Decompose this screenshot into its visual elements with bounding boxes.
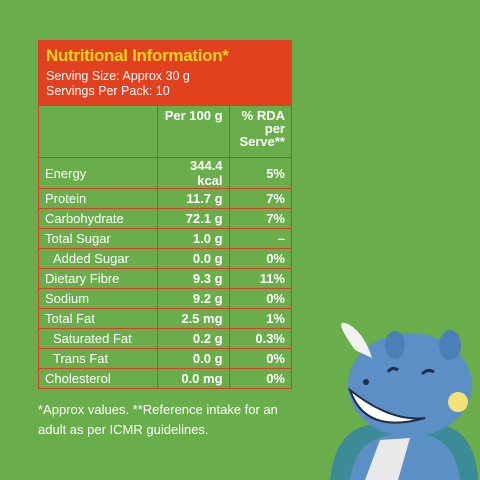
serving-size: Serving Size: Approx 30 g xyxy=(46,69,190,83)
nutrient-name: Sodium xyxy=(37,288,159,309)
table-body: Energy 344.4 kcal 5% Protein 11.7 g 7% Carbohy… xyxy=(37,157,293,389)
rda-percent: 1% xyxy=(228,308,293,329)
rda-percent: 7% xyxy=(228,208,293,229)
table-row: Cholesterol 0.0 mg 0% xyxy=(37,368,293,389)
per-100g: 11.7 g xyxy=(157,188,230,209)
rda-percent: 0.3% xyxy=(228,328,293,349)
table-row: Protein 11.7 g 7% xyxy=(37,188,293,209)
rda-percent: – xyxy=(228,228,293,249)
nutrient-name: Added Sugar xyxy=(37,248,159,269)
rhino-illustration xyxy=(330,322,478,480)
per-100g: 0.0 mg xyxy=(157,368,230,389)
nutrient-name: Dietary Fibre xyxy=(37,268,159,289)
rda-percent: 0% xyxy=(228,348,293,369)
table-row: Energy 344.4 kcal 5% xyxy=(37,157,293,189)
rda-percent: 0% xyxy=(228,368,293,389)
per-100g: 0.0 g xyxy=(157,348,230,369)
label-header: Nutritional Information* Serving Size: A… xyxy=(38,40,292,105)
column-header: Per 100 g xyxy=(157,105,230,158)
rda-percent: 11% xyxy=(228,268,293,289)
per-100g: 9.2 g xyxy=(157,288,230,309)
table-row: Total Fat 2.5 mg 1% xyxy=(37,308,293,329)
rda-percent: 5% xyxy=(228,157,293,189)
nutrition-label: Nutritional Information* Serving Size: A… xyxy=(37,40,293,389)
nutrient-name: Energy xyxy=(37,157,159,189)
per-100g: 72.1 g xyxy=(157,208,230,229)
rda-percent: 0% xyxy=(228,288,293,309)
table-row: Added Sugar 0.0 g 0% xyxy=(37,248,293,269)
rda-percent: 0% xyxy=(228,248,293,269)
nutrient-name: Trans Fat xyxy=(37,348,159,369)
table-row: Dietary Fibre 9.3 g 11% xyxy=(37,268,293,289)
nutrient-name: Total Fat xyxy=(37,308,159,329)
title: Nutritional Information* xyxy=(46,46,229,65)
column-header: % RDA per Serve** xyxy=(228,105,293,158)
footnote: *Approx values. **Reference intake for a… xyxy=(38,402,278,437)
header-row: Per 100 g % RDA per Serve** xyxy=(37,105,293,158)
per-100g: 0.2 g xyxy=(157,328,230,349)
blank-header xyxy=(37,105,159,158)
per-100g: 344.4 kcal xyxy=(157,157,230,189)
nutrient-name: Cholesterol xyxy=(37,368,159,389)
nutrient-name: Carbohydrate xyxy=(37,208,159,229)
per-100g: 1.0 g xyxy=(157,228,230,249)
rda-percent: 7% xyxy=(228,188,293,209)
nutrition-table: Per 100 g % RDA per Serve** Energy 344.4 … xyxy=(37,105,293,389)
nutrient-name: Protein xyxy=(37,188,159,209)
table-row: Trans Fat 0.0 g 0% xyxy=(37,348,293,369)
table-row: Carbohydrate 72.1 g 7% xyxy=(37,208,293,229)
per-100g: 2.5 mg xyxy=(157,308,230,329)
table-row: Sodium 9.2 g 0% xyxy=(37,288,293,309)
per-100g: 0.0 g xyxy=(157,248,230,269)
table-row: Total Sugar 1.0 g – xyxy=(37,228,293,249)
per-100g: 9.3 g xyxy=(157,268,230,289)
table-row: Saturated Fat 0.2 g 0.3% xyxy=(37,328,293,349)
nutrient-name: Total Sugar xyxy=(37,228,159,249)
servings-per-pack: Servings Per Pack: 10 xyxy=(46,84,170,98)
nutrient-name: Saturated Fat xyxy=(37,328,159,349)
